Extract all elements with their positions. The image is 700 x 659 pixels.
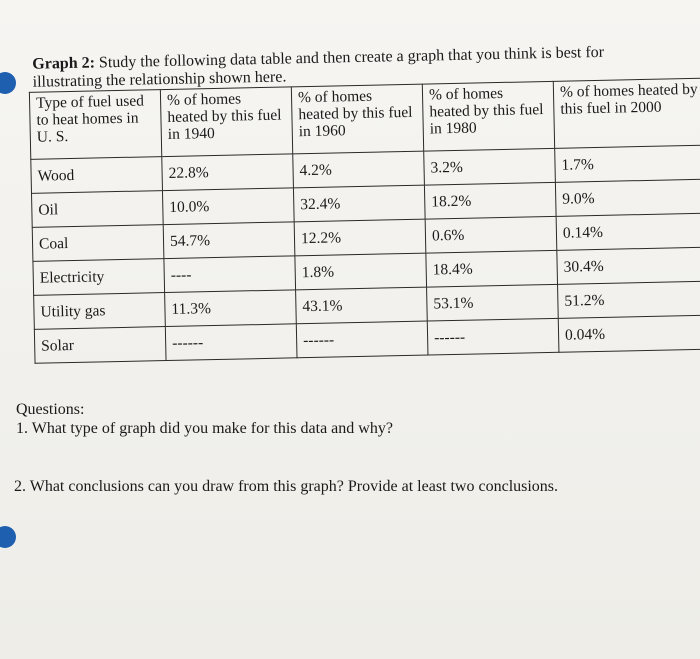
cell-value: 43.1%: [295, 287, 428, 324]
cell-value: 0.14%: [556, 213, 700, 251]
binder-hole-top: [0, 72, 16, 94]
cell-fuel: Utility gas: [33, 292, 166, 330]
cell-fuel: Coal: [32, 224, 164, 262]
fuel-data-table: Type of fuel used to heat homes in U. S.…: [29, 78, 700, 364]
cell-value: 18.2%: [424, 182, 557, 220]
header-1980: % of homes heated by this fuel in 1980: [422, 81, 555, 152]
cell-value: ------: [296, 321, 428, 358]
header-2000: % of homes heated by this fuel in 2000: [553, 78, 700, 149]
question-2: 2. What conclusions can you draw from th…: [14, 478, 559, 495]
cell-value: ----: [163, 255, 296, 293]
cell-value: 51.2%: [557, 281, 700, 319]
cell-value: 22.8%: [161, 153, 294, 191]
cell-value: 54.7%: [163, 221, 295, 259]
cell-value: 11.3%: [164, 289, 297, 327]
cell-value: 9.0%: [555, 179, 700, 217]
questions-section: Questions: 1. What type of graph did you…: [16, 400, 676, 438]
cell-value: 30.4%: [556, 247, 700, 285]
header-fuel-type: Type of fuel used to heat homes in U. S.: [29, 89, 162, 160]
cell-fuel: Electricity: [32, 258, 165, 296]
cell-value: 18.4%: [425, 250, 558, 288]
header-1940: % of homes heated by this fuel in 1940: [160, 86, 293, 157]
cell-value: 10.0%: [162, 187, 295, 225]
cell-value: 1.7%: [554, 145, 700, 183]
graph-label: Graph 2:: [32, 54, 96, 73]
header-1960: % of homes heated by this fuel in 1960: [291, 84, 424, 154]
question-1: 1. What type of graph did you make for t…: [16, 420, 393, 437]
cell-value: 12.2%: [294, 219, 426, 256]
cell-value: 32.4%: [293, 185, 426, 222]
cell-value: 1.8%: [294, 253, 427, 290]
cell-value: 3.2%: [423, 148, 556, 186]
cell-value: ------: [165, 323, 298, 361]
cell-value: ------: [427, 318, 559, 356]
cell-fuel: Solar: [34, 326, 167, 364]
cell-value: 0.6%: [425, 216, 557, 254]
worksheet-content: Graph 2: Study the following data table …: [22, 36, 700, 380]
cell-value: 53.1%: [426, 284, 559, 322]
cell-fuel: Wood: [30, 156, 163, 194]
cell-value: 4.2%: [292, 151, 425, 188]
questions-heading: Questions:: [16, 401, 85, 418]
cell-fuel: Oil: [31, 190, 164, 228]
cell-value: 0.04%: [558, 315, 700, 353]
binder-hole-bottom: [0, 526, 16, 548]
